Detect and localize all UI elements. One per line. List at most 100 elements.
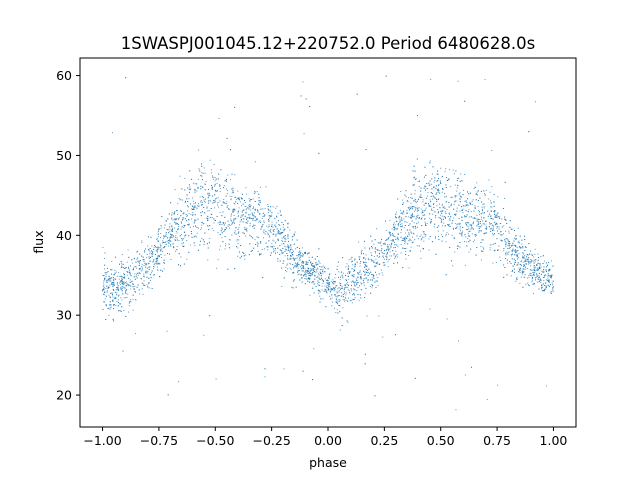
data-point — [113, 284, 115, 286]
data-point — [433, 202, 435, 204]
data-point — [408, 240, 410, 242]
data-point — [142, 294, 144, 296]
data-point — [525, 246, 527, 248]
data-point — [542, 263, 544, 265]
data-point — [315, 285, 317, 287]
data-point — [301, 277, 303, 279]
data-point — [183, 263, 185, 265]
data-point — [121, 263, 123, 265]
data-point — [261, 226, 263, 228]
data-point — [245, 208, 247, 210]
data-point — [363, 282, 365, 284]
data-point — [207, 210, 209, 212]
data-point — [305, 273, 307, 275]
data-point — [337, 261, 339, 263]
data-point — [195, 225, 197, 227]
data-point — [481, 239, 483, 241]
data-point — [194, 202, 196, 204]
data-point — [544, 275, 546, 277]
data-point — [292, 236, 294, 238]
data-point — [158, 262, 160, 264]
data-point — [305, 263, 307, 265]
data-point — [326, 282, 328, 284]
data-point — [176, 237, 178, 239]
data-point — [524, 239, 526, 241]
data-point — [200, 188, 202, 190]
data-point — [398, 216, 400, 218]
data-point — [162, 242, 164, 244]
data-point — [269, 229, 271, 231]
data-point — [433, 206, 435, 208]
data-point — [244, 200, 246, 202]
data-point — [267, 219, 269, 221]
data-point — [461, 209, 463, 211]
data-point — [272, 226, 274, 228]
data-point — [267, 204, 269, 206]
data-point — [326, 286, 328, 288]
data-point — [439, 207, 441, 209]
data-point — [232, 220, 234, 222]
data-point — [332, 279, 334, 281]
data-point — [114, 291, 116, 293]
data-point — [521, 243, 523, 245]
data-point — [281, 251, 283, 253]
data-point — [407, 207, 409, 209]
data-point — [238, 235, 240, 237]
data-point — [368, 268, 370, 270]
data-point — [187, 210, 189, 212]
data-point — [217, 202, 219, 204]
data-point — [452, 228, 454, 230]
data-point — [198, 205, 200, 207]
data-point — [353, 288, 355, 290]
data-point — [481, 206, 483, 208]
data-point — [342, 296, 344, 298]
data-point — [548, 275, 550, 277]
data-point — [392, 233, 394, 235]
data-point — [213, 218, 215, 220]
data-point — [237, 190, 239, 192]
data-point — [277, 239, 279, 241]
data-point — [344, 284, 346, 286]
data-point — [225, 227, 227, 229]
data-point — [525, 283, 527, 285]
data-point — [377, 263, 379, 265]
data-point — [167, 237, 169, 239]
data-point — [286, 264, 288, 266]
data-point — [359, 294, 361, 296]
data-point — [355, 278, 357, 280]
data-point — [363, 284, 365, 286]
data-point — [180, 256, 182, 258]
data-point — [443, 216, 445, 218]
data-point — [402, 202, 404, 204]
data-point — [429, 180, 431, 182]
data-point — [484, 193, 486, 194]
data-point — [358, 241, 360, 243]
data-point — [369, 286, 371, 287]
data-point — [328, 276, 330, 278]
data-point — [515, 244, 517, 246]
data-point — [300, 95, 302, 97]
data-point — [287, 255, 289, 257]
data-point — [286, 244, 288, 246]
data-point — [454, 184, 456, 186]
data-point — [121, 306, 123, 308]
data-point — [518, 242, 520, 244]
data-point — [491, 210, 493, 212]
data-point — [348, 265, 350, 267]
data-point — [526, 254, 528, 256]
data-point — [364, 247, 366, 249]
data-point — [244, 205, 246, 207]
data-point — [513, 268, 515, 270]
data-point — [433, 186, 435, 188]
data-point — [183, 224, 185, 226]
data-point — [496, 213, 498, 215]
data-point — [275, 222, 277, 224]
data-point — [118, 294, 120, 296]
data-point — [533, 283, 535, 285]
data-point — [177, 202, 179, 204]
data-point — [298, 253, 300, 255]
data-point — [237, 210, 239, 212]
data-point — [523, 264, 525, 266]
data-point — [538, 281, 540, 283]
data-point — [544, 284, 546, 286]
